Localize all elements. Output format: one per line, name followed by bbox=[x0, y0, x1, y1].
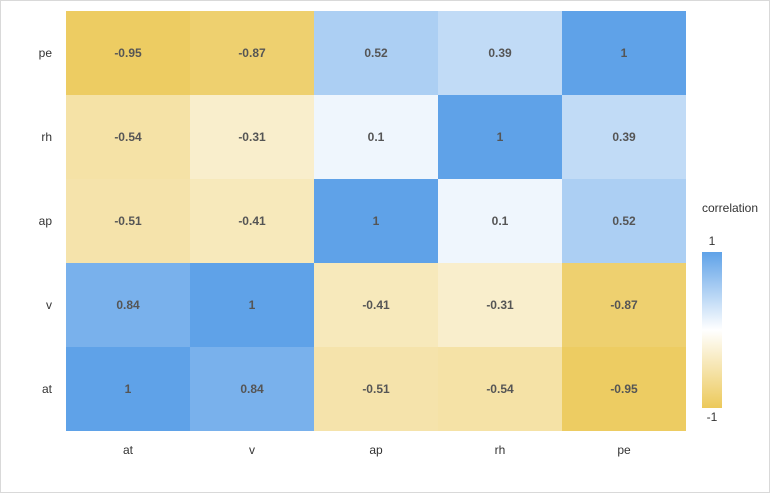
heatmap-cell-v-pe bbox=[562, 263, 686, 347]
legend-max-label: 1 bbox=[709, 234, 716, 248]
cell-value-label: 1 bbox=[373, 214, 380, 228]
heatmap-cell-v-rh bbox=[438, 263, 562, 347]
cell-value-label: 0.39 bbox=[612, 130, 636, 144]
heatmap-cell-ap-at bbox=[66, 179, 190, 263]
heatmap-cell-v-v bbox=[190, 263, 314, 347]
cell-value-label: 0.1 bbox=[368, 130, 385, 144]
cell-value-label: -0.95 bbox=[114, 46, 142, 60]
cell-value-label: 0.52 bbox=[612, 214, 636, 228]
cell-value-label: -0.51 bbox=[362, 382, 390, 396]
cell-value-label: -0.31 bbox=[486, 298, 514, 312]
heatmap-cell-pe-pe bbox=[562, 11, 686, 95]
x-tick-label: rh bbox=[495, 443, 506, 457]
heatmap-cell-rh-ap bbox=[314, 95, 438, 179]
heatmap-cell-at-ap bbox=[314, 347, 438, 431]
cell-value-label: 1 bbox=[621, 46, 628, 60]
heatmap-cell-at-v bbox=[190, 347, 314, 431]
cell-value-label: -0.95 bbox=[610, 382, 638, 396]
y-axis-ticks: at v ap rh pe bbox=[39, 46, 53, 396]
cell-value-label: 1 bbox=[497, 130, 504, 144]
heatmap-cell-pe-v bbox=[190, 11, 314, 95]
heatmap-cell-rh-pe bbox=[562, 95, 686, 179]
cell-value-label: -0.51 bbox=[114, 214, 142, 228]
cell-value-label: -0.54 bbox=[486, 382, 514, 396]
heatmap-cell-at-rh bbox=[438, 347, 562, 431]
cell-value-label: -0.54 bbox=[114, 130, 142, 144]
heatmap-cell-labels: 1 0.84 -0.51 -0.54 -0.95 0.84 1 -0.41 -0.31 -0.87… bbox=[114, 46, 638, 396]
cell-value-label: -0.41 bbox=[238, 214, 266, 228]
y-tick-label: pe bbox=[39, 46, 53, 60]
cell-value-label: 0.1 bbox=[492, 214, 509, 228]
cell-value-label: -0.31 bbox=[238, 130, 266, 144]
cell-value-label: 0.84 bbox=[116, 298, 140, 312]
heatmap-cell-v-ap bbox=[314, 263, 438, 347]
heatmap-cell-ap-v bbox=[190, 179, 314, 263]
y-tick-label: ap bbox=[39, 214, 53, 228]
heatmap-cell-pe-rh bbox=[438, 11, 562, 95]
cell-value-label: -0.87 bbox=[238, 46, 266, 60]
cell-value-label: 0.39 bbox=[488, 46, 512, 60]
y-tick-label: rh bbox=[41, 130, 52, 144]
color-legend: correlation 1 -1 bbox=[702, 201, 758, 424]
heatmap-cell-ap-rh bbox=[438, 179, 562, 263]
heatmap-cell-v-at bbox=[66, 263, 190, 347]
heatmap-cell-rh-at bbox=[66, 95, 190, 179]
x-tick-label: v bbox=[249, 443, 255, 457]
cell-value-label: -0.87 bbox=[610, 298, 638, 312]
heatmap-cell-pe-at bbox=[66, 11, 190, 95]
heatmap-cell-at-at bbox=[66, 347, 190, 431]
x-tick-label: ap bbox=[369, 443, 383, 457]
cell-value-label: -0.41 bbox=[362, 298, 390, 312]
cell-value-label: 0.52 bbox=[364, 46, 388, 60]
heatmap-cell-ap-ap bbox=[314, 179, 438, 263]
heatmap-cells bbox=[66, 11, 686, 431]
cell-value-label: 1 bbox=[249, 298, 256, 312]
heatmap-cell-at-pe bbox=[562, 347, 686, 431]
cell-value-label: 1 bbox=[125, 382, 132, 396]
legend-title: correlation bbox=[702, 201, 758, 215]
x-tick-label: at bbox=[123, 443, 134, 457]
y-tick-label: at bbox=[42, 382, 53, 396]
legend-min-label: -1 bbox=[707, 410, 718, 424]
legend-color-bar bbox=[702, 252, 722, 408]
heatmap-cell-ap-pe bbox=[562, 179, 686, 263]
x-tick-label: pe bbox=[617, 443, 631, 457]
y-tick-label: v bbox=[46, 298, 52, 312]
heatmap-cell-rh-v bbox=[190, 95, 314, 179]
x-axis-ticks: at v ap rh pe bbox=[123, 443, 631, 457]
heatmap-cell-rh-rh bbox=[438, 95, 562, 179]
cell-value-label: 0.84 bbox=[240, 382, 264, 396]
heatmap-cell-pe-ap bbox=[314, 11, 438, 95]
